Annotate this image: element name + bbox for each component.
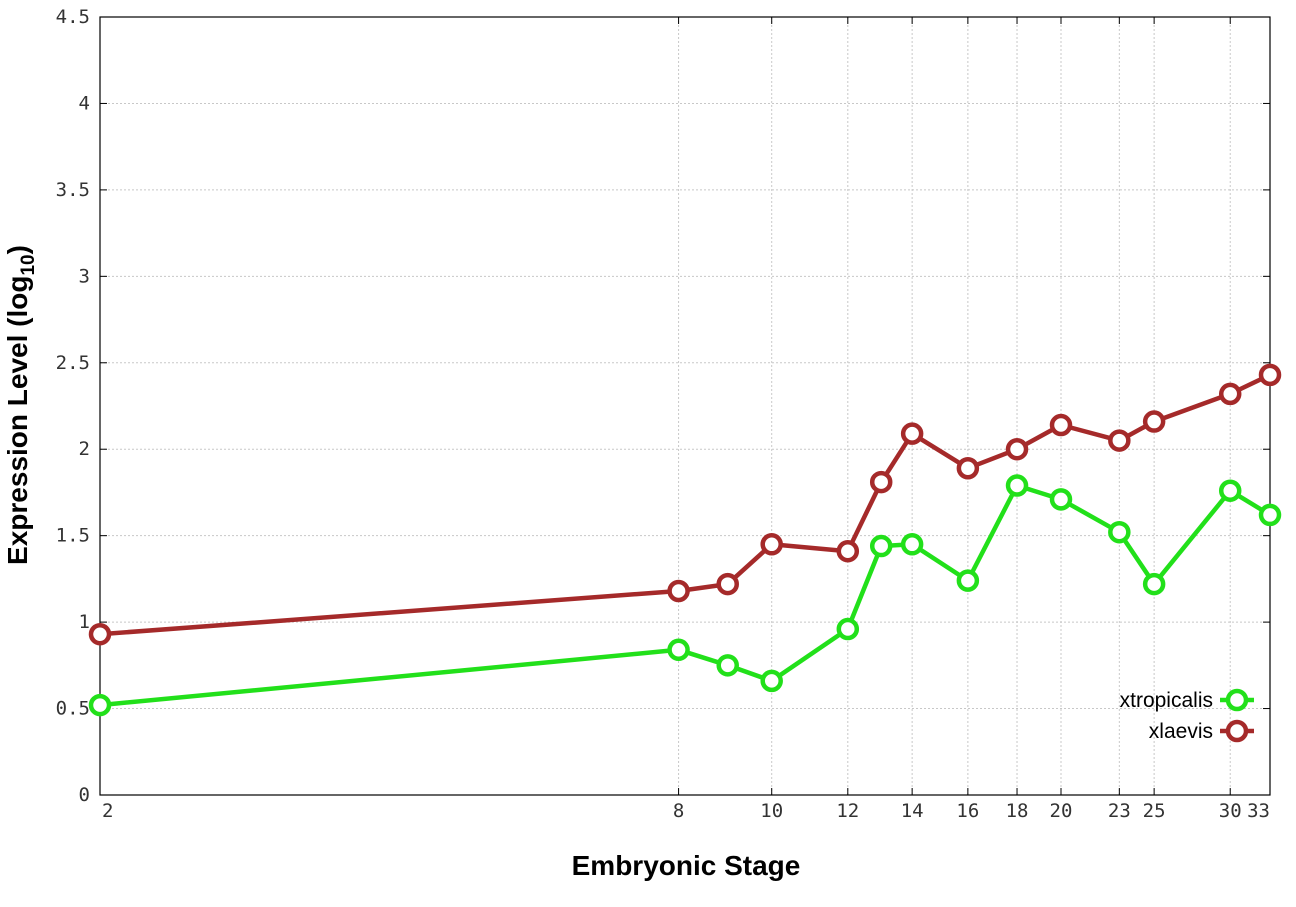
x-tick-label: 23	[1108, 800, 1131, 822]
data-point-xlaevis	[956, 456, 980, 480]
data-point-xtropicalis	[836, 617, 860, 641]
tick-layer: 0 0.5 1 1.5 2 2.5 3 3.5 4 4.5 2 8 10 12 14 16 18 20 23 25 30…	[56, 6, 1271, 822]
x-tick-label: 14	[901, 800, 924, 822]
data-point-xtropicalis	[1218, 479, 1242, 502]
y-axis-title-close: )	[2, 245, 33, 254]
data-point-xlaevis	[836, 539, 860, 563]
x-tick-label: 30	[1219, 800, 1242, 822]
x-tick-label: 20	[1050, 800, 1073, 822]
legend-label: xlaevis	[1149, 720, 1213, 743]
y-tick-label: 3	[79, 265, 90, 287]
y-axis-title-main: Expression Level (log	[2, 276, 33, 565]
data-point-xlaevis	[900, 422, 924, 445]
data-point-xlaevis	[1005, 437, 1029, 461]
y-tick-label: 1.5	[56, 525, 90, 547]
data-point-xlaevis	[760, 533, 783, 556]
x-tick-label: 2	[102, 800, 113, 822]
data-point-xtropicalis	[1258, 503, 1282, 527]
data-point-xtropicalis	[1049, 488, 1073, 511]
data-point-xlaevis	[667, 579, 690, 603]
y-tick-label: 0.5	[56, 698, 90, 720]
data-point-xlaevis	[1142, 410, 1166, 433]
y-tick-label: 0	[79, 784, 90, 806]
legend-marker-swatch	[1225, 688, 1249, 712]
x-tick-label: 25	[1143, 800, 1166, 822]
x-axis-title: Embryonic Stage	[572, 850, 801, 881]
x-tick-label: 12	[836, 800, 859, 822]
series-xtropicalis	[88, 474, 1282, 717]
data-point-xtropicalis	[1108, 520, 1131, 544]
x-tick-label: 18	[1006, 800, 1029, 822]
legend-item-xtropicalis: xtropicalis	[1120, 688, 1254, 712]
data-point-xlaevis	[1218, 382, 1242, 406]
x-tick-label: 8	[673, 800, 684, 822]
data-point-xtropicalis	[956, 569, 980, 592]
y-tick-label: 3.5	[56, 179, 90, 201]
series-xlaevis	[88, 363, 1282, 646]
data-point-xtropicalis	[900, 533, 924, 556]
y-tick-label: 1	[79, 611, 90, 633]
legend-label: xtropicalis	[1120, 689, 1213, 712]
legend-item-xlaevis: xlaevis	[1149, 719, 1254, 743]
x-tick-label: 33	[1247, 800, 1270, 822]
data-point-xlaevis	[716, 572, 739, 596]
data-point-xtropicalis	[88, 693, 112, 717]
data-point-xlaevis	[88, 622, 112, 646]
data-point-xtropicalis	[667, 638, 690, 662]
data-point-xtropicalis	[869, 534, 893, 558]
y-axis-title-subscript: 10	[18, 254, 39, 275]
data-point-xlaevis	[869, 470, 893, 494]
series-layer	[88, 363, 1282, 717]
y-axis-title: Expression Level (log10)	[2, 245, 39, 565]
data-point-xlaevis	[1258, 363, 1282, 387]
data-point-xlaevis	[1108, 429, 1131, 452]
plot-frame	[99, 16, 1271, 796]
legend-marker-swatch	[1225, 719, 1249, 743]
y-tick-label: 2.5	[56, 352, 90, 374]
y-tick-label: 4.5	[56, 6, 90, 28]
data-point-xtropicalis	[1142, 572, 1166, 596]
data-point-xtropicalis	[760, 669, 783, 693]
y-tick-label: 4	[79, 92, 90, 114]
data-point-xtropicalis	[716, 654, 739, 677]
y-tick-label: 2	[79, 438, 90, 460]
data-point-xlaevis	[1049, 413, 1073, 437]
grid-layer	[100, 17, 1270, 795]
legend: xtropicalis xlaevis	[1120, 688, 1254, 743]
x-tick-label: 16	[956, 800, 979, 822]
x-tick-label: 10	[760, 800, 783, 822]
data-point-xtropicalis	[1005, 474, 1029, 497]
